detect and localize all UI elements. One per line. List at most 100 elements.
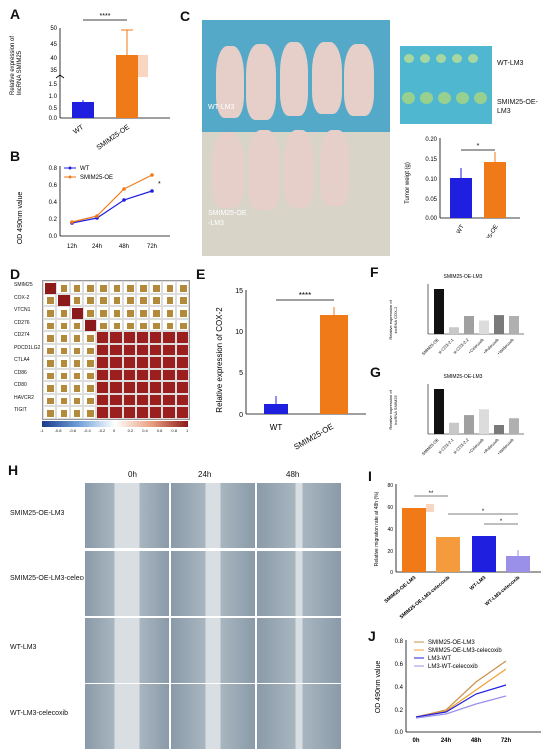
heatmap-cell-square [47,297,54,305]
heatmap-cell [122,318,136,332]
panel-c-ylabel: Tumor weigt (g) [405,162,411,204]
heatmap-cell [82,343,97,357]
correlation-heatmap: SMIM25 COX-2 VTCN1 CD276 CD274 PDCD1LG2 CTLA4 C… [14,280,194,438]
heatmap-cell [69,281,83,294]
heatmap-cell [69,393,83,407]
heatmap-cell [135,356,150,369]
heatmap-cell [43,343,57,357]
heatmap-cell-square [73,322,81,330]
heatmap-cell [69,318,83,332]
heatmap-cell [162,406,176,419]
heatmap-cell-square [87,397,94,405]
svg-text:0.05: 0.05 [425,197,437,203]
heatmap-cell [56,406,70,419]
heatmap-cell-square [47,410,54,418]
heatmap-cell-square [87,335,94,342]
panel-b-ytick: 0.0 [49,234,58,240]
heatmap-cell [122,406,136,419]
svg-text:WT: WT [456,224,466,235]
heatmap-row-label: COX-2 [14,294,30,301]
heatmap-cell [109,281,123,294]
panel-e-bar-oe [320,315,348,414]
svg-text:80: 80 [387,483,393,489]
wound-row-label: WT-LM3-celecoxib [10,710,68,717]
wound-image [84,617,170,684]
heatmap-row-label: PDCD1LG2 [14,344,41,351]
heatmap-cell-square [140,284,147,292]
svg-text:0.4: 0.4 [395,685,404,691]
svg-text:SMIM25-OE-LM3: SMIM25-OE-LM3 [428,640,475,646]
panel-a-ytick: 35 [50,68,57,74]
heatmap-cell [135,343,150,357]
heatmap-cell [149,318,163,332]
wound-image [170,482,256,549]
heatmap-cell [175,281,189,294]
heatmap-cell [175,293,189,307]
heatmap-cell [43,368,57,382]
heatmap-cell-square [73,397,81,405]
svg-text:0.0: 0.0 [395,730,404,736]
heatmap-cell-square [87,347,94,355]
panel-i-bar [506,556,530,572]
heatmap-cell-square [87,410,94,418]
heatmap-cell-square [73,360,81,367]
svg-text:WT: WT [270,423,283,432]
heatmap-cell [96,293,110,307]
heatmap-cell-square [140,297,147,305]
heatmap-cell [96,368,110,382]
panel-a-ytick: 1.5 [49,82,58,88]
panel-j-series [415,668,507,718]
heatmap-cell [149,406,163,419]
panel-label-f: F [370,264,379,280]
heatmap-cell-square [73,347,81,355]
heatmap-scale-tick: 0.4 [142,428,148,433]
x-tick-label: +Valdecoxib [496,337,515,356]
panel-a-chart: Relative expression of lncRNA SMIM25 50 … [10,13,170,150]
heatmap-cell [135,318,150,332]
heatmap-cell-square [71,307,83,319]
panel-a-bar-wt [72,102,94,118]
heatmap-cell-square [140,310,147,317]
heatmap-cell [162,368,176,382]
svg-text:Relative expression of: Relative expression of [388,389,393,429]
mice-photo: WT-LM3 SMIM25-OE -LM3 [202,20,390,256]
heatmap-cell [175,406,189,419]
heatmap-cell-square [100,310,108,317]
panel-label-h: H [8,462,19,478]
heatmap-cell [56,343,70,357]
heatmap-cell [69,368,83,382]
heatmap-cell [56,293,70,307]
heatmap-cell [56,318,70,332]
wound-col-24h: 24h [198,470,212,479]
heatmap-cell [56,306,70,319]
svg-text:SMIM25-OE-LM3-celecoxib: SMIM25-OE-LM3-celecoxib [428,648,502,654]
bar [449,422,459,434]
heatmap-cell [43,306,57,319]
panel-b-legend-wt: WT [80,166,90,172]
heatmap-cell [43,281,57,294]
wound-row-label: SMIM25-OE-LM3 [10,510,65,517]
wound-image [256,683,342,750]
panel-a-xtick: WT [72,123,86,135]
svg-text:24h: 24h [441,738,452,744]
heatmap-cell-square [84,320,97,332]
wound-image [170,683,256,750]
heatmap-cell [43,318,57,332]
heatmap-cell [149,293,163,307]
heatmap-scale-tick: -0.4 [83,428,91,433]
wound-image [256,550,342,617]
panel-b-ytick: 0.6 [49,183,58,189]
heatmap-cell-square [60,410,68,418]
heatmap-cell [149,331,163,344]
bar [434,289,444,334]
wound-image [256,482,342,549]
heatmap-row-label: CD276 [14,319,30,326]
heatmap-cell [82,281,97,294]
svg-text:72h: 72h [501,738,512,744]
heatmap-cell-square [100,297,108,305]
svg-text:48h: 48h [471,738,482,744]
tumor-label-oe-2: LM3 [497,108,511,115]
tumor-photo [400,46,492,124]
heatmap-scale-tick: -1 [40,428,44,433]
heatmap-cell [96,381,110,394]
